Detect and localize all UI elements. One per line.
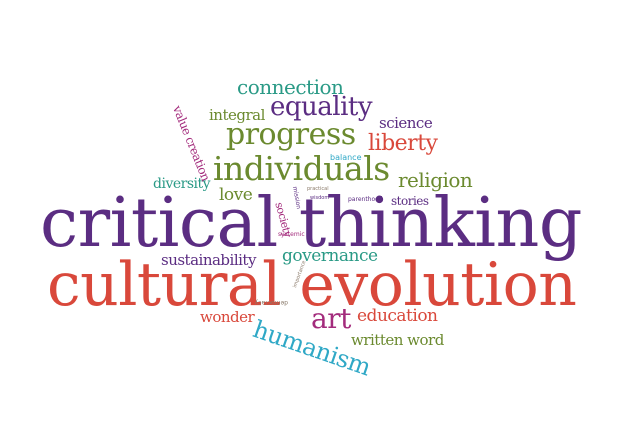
word-wonder: wonder	[200, 308, 255, 326]
word-practical: practical	[307, 186, 329, 192]
word-democracy: democracy	[254, 299, 288, 306]
word-individuals: individuals	[213, 149, 390, 188]
word-critical-thinking: critical thinking	[40, 184, 582, 263]
word-parenthood: parenthood	[348, 196, 383, 203]
word-education: education	[357, 306, 438, 326]
word-stories: stories	[391, 194, 429, 208]
word-love: love	[219, 185, 253, 205]
word-art: art	[311, 302, 351, 335]
word-religion: religion	[398, 168, 473, 192]
word-written-word: written word	[351, 331, 444, 349]
word-cultural-evolution: cultural evolution	[47, 250, 577, 320]
word-balance: balance	[330, 153, 362, 162]
word-integral: integral	[209, 106, 265, 124]
word-liberty: liberty	[368, 131, 438, 156]
word-value-creation: value creation	[169, 103, 213, 183]
word-science: science	[379, 114, 433, 132]
word-sustainability: sustainability	[161, 251, 256, 269]
word-systemic: systemic	[278, 231, 305, 238]
word-progress: progress	[226, 117, 356, 152]
word-wisdom: wisdom	[310, 195, 330, 201]
word-connection: connection	[237, 75, 344, 99]
word-diversity: diversity	[153, 176, 211, 192]
word-equality: equality	[270, 92, 373, 122]
word-governance: governance	[282, 246, 378, 266]
